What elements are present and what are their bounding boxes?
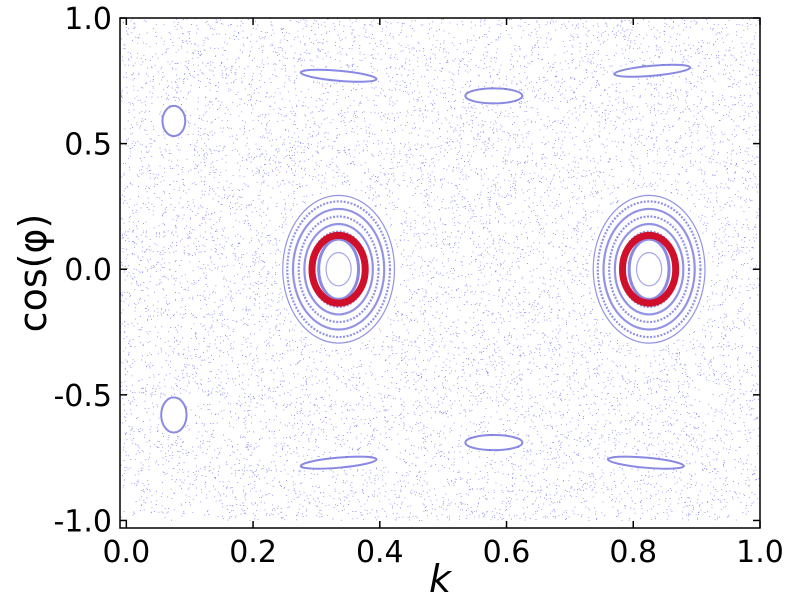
island-0-ring-0 xyxy=(282,194,396,344)
x-axis-label: k xyxy=(429,557,453,600)
plot-background xyxy=(120,18,760,528)
island-4-elongated xyxy=(299,68,378,83)
x-tick-label: 0.0 xyxy=(102,535,150,570)
island-1-core xyxy=(627,237,671,301)
island-1-inner xyxy=(635,252,663,287)
x-tick-label: 0.6 xyxy=(483,535,531,570)
y-axis-ticks: -1.0 -0.5 0.0 0.5 1.0 xyxy=(53,2,760,539)
y-tick-label: 0.0 xyxy=(64,253,112,288)
island-1-ring-2 xyxy=(602,207,696,331)
x-tick-label: 0.8 xyxy=(609,535,657,570)
island-1-ring-0 xyxy=(592,194,706,344)
highlighted-orbit-0 xyxy=(308,231,369,307)
highlighted-orbit-1 xyxy=(618,231,680,307)
x-tick-label: 0.2 xyxy=(229,535,277,570)
island-0-ring-4 xyxy=(303,222,374,316)
island-3-small_island xyxy=(160,396,188,434)
plot-frame xyxy=(119,17,761,529)
island-9-lens xyxy=(464,434,524,452)
highlighted-orbits xyxy=(308,231,680,307)
y-tick-label: -1.0 xyxy=(53,504,112,539)
y-tick-label: 0.5 xyxy=(64,128,112,163)
island-0-ring-1 xyxy=(286,200,392,339)
chaotic-sea-point-cloud xyxy=(120,18,760,521)
island-0-ring-3 xyxy=(297,215,380,324)
island-1-ring-1 xyxy=(596,200,702,339)
x-axis-ticks: 0.0 0.2 0.4 0.6 0.8 1.0 xyxy=(102,18,784,570)
island-7-elongated xyxy=(607,455,685,470)
island-2-small_island xyxy=(161,104,187,138)
chaotic-sea-points xyxy=(120,18,760,521)
regular-islands xyxy=(160,63,706,470)
island-0-core xyxy=(317,237,361,301)
island-6-elongated xyxy=(299,455,378,470)
island-8-lens xyxy=(464,87,524,105)
y-tick-label: -0.5 xyxy=(53,379,112,414)
plot-area xyxy=(120,18,760,528)
island-0-ring-2 xyxy=(291,207,386,331)
y-axis-label: cos(φ) xyxy=(11,214,55,333)
island-5-elongated xyxy=(613,63,692,78)
y-tick-label: 1.0 xyxy=(64,2,112,37)
island-1-ring-3 xyxy=(608,215,691,324)
island-1-ring-4 xyxy=(613,222,685,316)
x-tick-label: 0.4 xyxy=(356,535,404,570)
x-tick-label: 1.0 xyxy=(736,535,784,570)
island-0-inner xyxy=(325,252,352,287)
